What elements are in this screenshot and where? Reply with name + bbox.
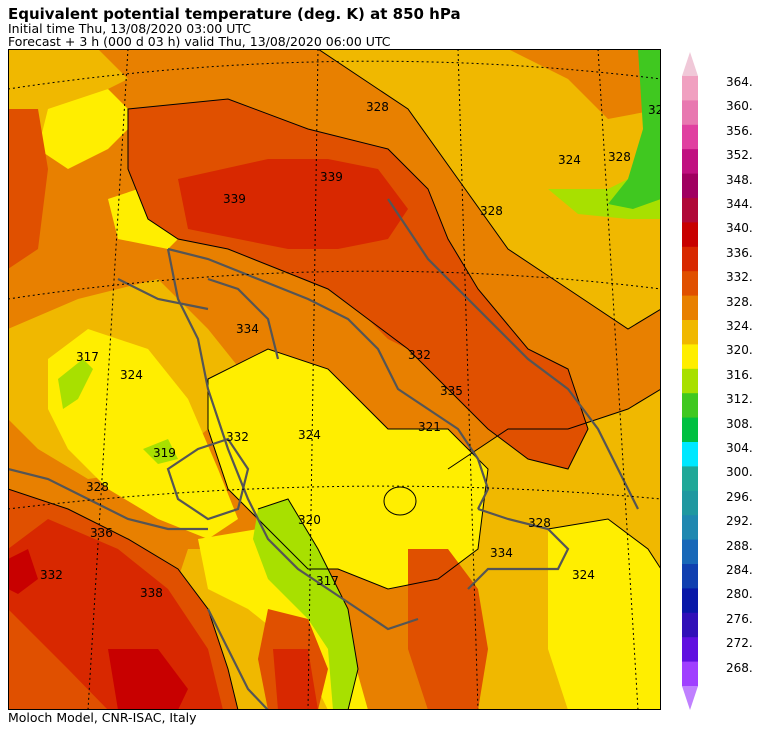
colorbar-swatch <box>682 271 698 297</box>
map-title: Equivalent potential temperature (deg. K… <box>8 5 461 23</box>
contour-labels: 339 339 328 328 334 332 335 321 317 324 … <box>40 100 661 600</box>
contour-label: 328 <box>86 480 109 494</box>
model-credit: Moloch Model, CNR-ISAC, Italy <box>8 710 197 725</box>
colorbar-swatch <box>682 490 698 516</box>
colorbar-swatch <box>682 564 698 589</box>
band-340 <box>8 549 188 710</box>
contour-label: 324 <box>558 153 581 167</box>
graticule <box>8 49 661 710</box>
colorbar-label: 300. <box>726 465 753 480</box>
forecast-time: Forecast + 3 h (000 d 03 h) valid Thu, 1… <box>8 34 391 49</box>
colorbar-label: 284. <box>726 563 753 577</box>
colorbar-label: 320. <box>726 343 753 358</box>
colorbar-label: 288. <box>726 538 753 553</box>
contour-label: 332 <box>408 348 431 362</box>
colorbar-label: 292. <box>726 514 753 529</box>
colorbar-label: 340. <box>726 221 753 236</box>
contour-label: 334 <box>236 322 259 336</box>
colorbar-label: 268. <box>726 660 753 675</box>
colorbar-label: 308. <box>726 416 753 431</box>
colorbar-label: 360. <box>726 99 753 114</box>
colorbar-label: 296. <box>726 489 753 504</box>
colorbar-swatch <box>682 466 698 492</box>
colorbar-swatch <box>682 368 698 394</box>
contour-label: 321 <box>418 420 441 434</box>
colorbar-label: 352. <box>726 148 753 163</box>
colorbar-swatch <box>682 222 698 248</box>
colorbar-swatch <box>682 320 698 345</box>
colorbar-swatch <box>682 588 698 614</box>
colorbar-swatch <box>682 637 698 663</box>
colorbar-swatch <box>682 246 698 272</box>
coastlines <box>8 198 639 710</box>
colorbar-label: 332. <box>726 270 753 285</box>
initial-time: Initial time Thu, 13/08/2020 03:00 UTC <box>8 21 251 36</box>
colorbar-label: 324. <box>726 319 753 333</box>
contour-label: 324 <box>572 568 595 582</box>
colorbar-swatch <box>682 100 698 126</box>
colorbar-swatch <box>682 295 698 321</box>
contour-label: 334 <box>490 546 513 560</box>
contours <box>8 49 661 710</box>
colorbar-swatch <box>682 442 698 467</box>
colorbar-swatch <box>682 198 698 223</box>
colorbar-label: 276. <box>726 611 753 626</box>
colorbar-label: 344. <box>726 197 753 211</box>
contour-label: 328 <box>480 204 503 218</box>
colorbar-swatch <box>682 612 698 638</box>
contour-label: 319 <box>153 446 176 460</box>
contour-label: 335 <box>440 384 463 398</box>
contour-label: 317 <box>316 574 339 588</box>
contour-label: 328 <box>366 100 389 114</box>
colorbar-swatch <box>682 344 698 370</box>
contour-label: 317 <box>76 350 99 364</box>
band-312 <box>608 49 661 209</box>
colorbar-swatch <box>682 149 698 175</box>
contour-label: 332 <box>40 568 63 582</box>
colorbar-swatch <box>682 76 698 101</box>
contour-label: 324 <box>120 368 143 382</box>
colorbar-swatch <box>682 515 698 541</box>
colorbar-label: 280. <box>726 587 753 602</box>
colorbar-bottom-arrow <box>682 686 698 710</box>
colorbar-label: 336. <box>726 245 753 260</box>
theta-e-map: 339 339 328 328 334 332 335 321 317 324 … <box>8 49 661 710</box>
colorbar-swatch <box>682 393 698 419</box>
contour-label: 338 <box>140 586 163 600</box>
contour-label: 332 <box>226 430 249 444</box>
colorbar-label: 316. <box>726 367 753 382</box>
colorbar-swatch <box>682 661 698 687</box>
colorbar-label: 272. <box>726 636 753 651</box>
colorbar-label: 348. <box>726 172 753 187</box>
colorbar-label: 356. <box>726 123 753 138</box>
band-336 <box>8 159 408 710</box>
contour-label: 328 <box>608 150 631 164</box>
colorbar-label: 312. <box>726 392 753 407</box>
colorbar-label: 304. <box>726 441 753 455</box>
contour-label: 336 <box>90 526 113 540</box>
colorbar-label: 364. <box>726 75 753 89</box>
contour-label: 328 <box>528 516 551 530</box>
colorbar-swatch <box>682 124 698 150</box>
colorbar-swatch <box>682 173 698 199</box>
colorbar-swatch <box>682 539 698 565</box>
contour-label: 339 <box>320 170 343 184</box>
contour-label: 339 <box>223 192 246 206</box>
contour-label: 324 <box>298 428 321 442</box>
colorbar-top-arrow <box>682 52 698 76</box>
contour-label: 320 <box>648 103 661 117</box>
colorbar-swatch <box>682 417 698 443</box>
contour-label: 320 <box>298 513 321 527</box>
colorbar-label: 328. <box>726 294 753 309</box>
